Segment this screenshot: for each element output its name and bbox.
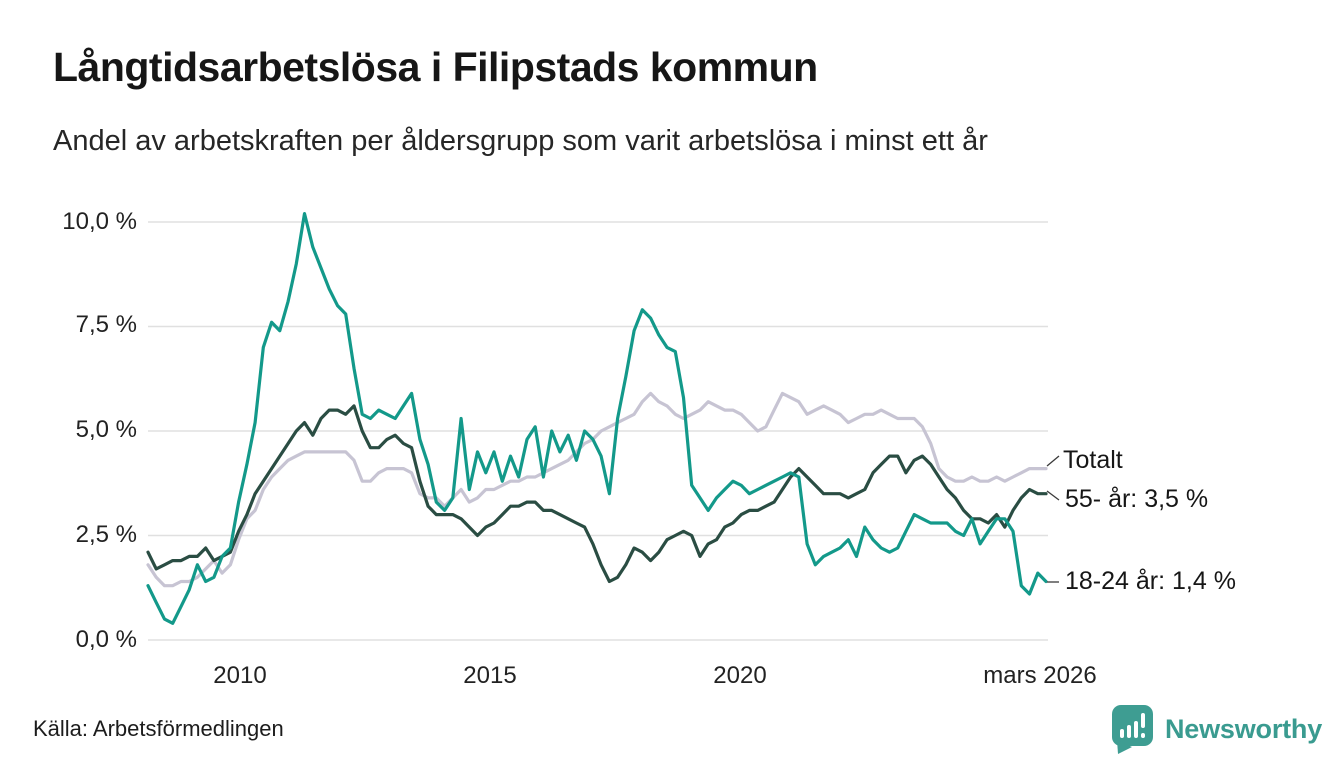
- series-line-totalt: [146, 391, 1048, 588]
- y-axis-tick: 10,0 %: [62, 208, 137, 235]
- page-title: Långtidsarbetslösa i Filipstads kommun: [53, 44, 818, 90]
- series-line-18-24-r: [146, 212, 1048, 625]
- series-label-18-24: 18-24 år: 1,4 %: [1065, 567, 1236, 595]
- chart-subtitle: Andel av arbetskraften per åldersgrupp s…: [53, 125, 988, 157]
- newsworthy-wordmark: Newsworthy: [1165, 713, 1323, 744]
- newsworthy-logo: Newsworthy: [1110, 703, 1322, 755]
- series-line-55-r: [146, 404, 1048, 584]
- label-leader-line: [1046, 455, 1060, 467]
- x-axis-tick: 2010: [213, 662, 267, 689]
- y-axis-tick: 2,5 %: [75, 521, 137, 548]
- series-label-totalt: Totalt: [1063, 446, 1123, 474]
- label-leader-line: [1046, 490, 1060, 501]
- x-axis-tick: 2020: [713, 662, 767, 689]
- x-axis-tick: mars 2026: [983, 662, 1097, 689]
- newsworthy-bar-chart-icon: [1112, 705, 1153, 754]
- y-axis-tick: 0,0 %: [75, 626, 137, 653]
- x-axis-tick: 2015: [463, 662, 517, 689]
- y-axis-tick: 5,0 %: [75, 416, 137, 443]
- y-axis-tick: 7,5 %: [75, 311, 137, 338]
- source-credit: Källa: Arbetsförmedlingen: [33, 716, 284, 741]
- series-label-55-plus: 55- år: 3,5 %: [1065, 485, 1209, 513]
